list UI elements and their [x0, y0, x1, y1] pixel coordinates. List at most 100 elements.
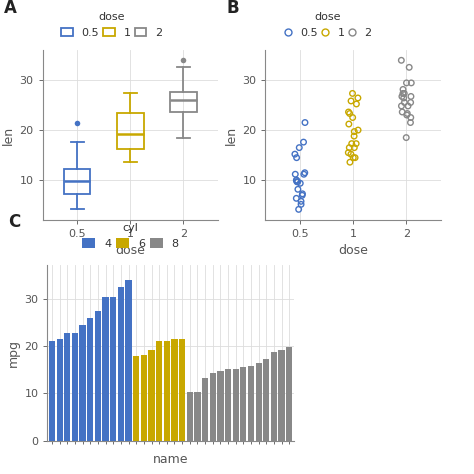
Point — [351, 154, 359, 162]
Bar — [271, 352, 277, 441]
Point — [301, 119, 309, 127]
X-axis label: dose: dose — [338, 244, 368, 256]
Point — [404, 102, 412, 110]
Point — [401, 90, 408, 97]
Point — [398, 56, 405, 64]
Bar — [126, 280, 132, 441]
Y-axis label: len: len — [2, 126, 15, 145]
Text: B: B — [227, 0, 239, 17]
Text: A: A — [4, 0, 17, 17]
Bar — [194, 392, 201, 441]
Point — [299, 190, 306, 198]
Point — [350, 128, 358, 136]
Bar — [255, 363, 262, 441]
Point — [407, 114, 415, 121]
Bar — [202, 378, 208, 441]
Point — [296, 180, 304, 187]
Point — [398, 102, 405, 110]
Bar — [102, 297, 109, 441]
Point — [407, 92, 415, 100]
Bar — [110, 297, 117, 441]
Bar — [233, 369, 239, 441]
Legend: 0.5, 1, 2: 0.5, 1, 2 — [280, 8, 376, 42]
Point — [349, 114, 356, 121]
Point — [398, 92, 406, 100]
Point — [347, 97, 355, 105]
Point — [403, 111, 410, 119]
Point — [353, 100, 360, 108]
Y-axis label: mpg: mpg — [7, 339, 20, 367]
Bar — [240, 367, 246, 441]
Point — [295, 144, 303, 151]
Point — [407, 99, 414, 106]
Point — [350, 132, 358, 140]
Point — [345, 120, 353, 128]
Point — [292, 171, 299, 178]
Point — [399, 90, 407, 97]
X-axis label: name: name — [153, 453, 188, 465]
Point — [407, 119, 414, 127]
Point — [349, 154, 357, 162]
Point — [346, 158, 354, 166]
Point — [402, 134, 410, 141]
Point — [401, 99, 408, 106]
Bar — [133, 356, 139, 441]
Point — [399, 108, 406, 116]
Point — [346, 109, 354, 117]
Point — [351, 144, 358, 151]
Point — [300, 138, 307, 146]
Point — [293, 178, 301, 185]
Point — [294, 178, 301, 185]
Text: C: C — [8, 213, 20, 231]
Point — [399, 86, 407, 93]
Point — [294, 185, 301, 193]
Bar — [225, 369, 231, 441]
Bar — [279, 350, 285, 441]
Bar — [156, 341, 162, 441]
Legend: 4, 6, 8: 4, 6, 8 — [78, 219, 183, 253]
Bar — [87, 318, 93, 441]
Point — [405, 64, 413, 71]
Bar — [141, 355, 147, 441]
Bar — [64, 333, 71, 441]
Bar — [210, 373, 216, 441]
Point — [349, 90, 356, 97]
Point — [291, 150, 299, 158]
Y-axis label: len: len — [225, 126, 238, 145]
Point — [301, 169, 309, 176]
Point — [403, 79, 410, 87]
Point — [347, 150, 355, 158]
Point — [293, 154, 301, 162]
Bar — [49, 341, 55, 441]
Bar — [171, 339, 178, 441]
Bar — [148, 350, 155, 441]
Point — [346, 144, 353, 151]
Point — [292, 176, 300, 184]
Bar — [248, 366, 254, 441]
Bar — [286, 347, 292, 441]
Bar — [217, 371, 224, 441]
Point — [408, 79, 415, 87]
Point — [293, 176, 301, 184]
Point — [354, 94, 362, 102]
Point — [299, 191, 306, 199]
Bar — [164, 341, 170, 441]
Point — [297, 198, 305, 205]
Bar — [80, 325, 86, 441]
Point — [345, 149, 352, 156]
Point — [300, 171, 308, 178]
Bar — [95, 311, 101, 441]
Point — [292, 194, 300, 202]
Bar — [263, 359, 269, 441]
Bar — [72, 333, 78, 441]
Point — [354, 126, 362, 134]
Point — [352, 140, 360, 147]
Point — [403, 109, 411, 117]
X-axis label: dose: dose — [115, 244, 146, 256]
Point — [400, 94, 408, 102]
Bar — [187, 392, 193, 441]
Point — [345, 108, 352, 116]
Point — [297, 201, 305, 208]
Point — [348, 140, 356, 147]
Bar — [179, 339, 185, 441]
